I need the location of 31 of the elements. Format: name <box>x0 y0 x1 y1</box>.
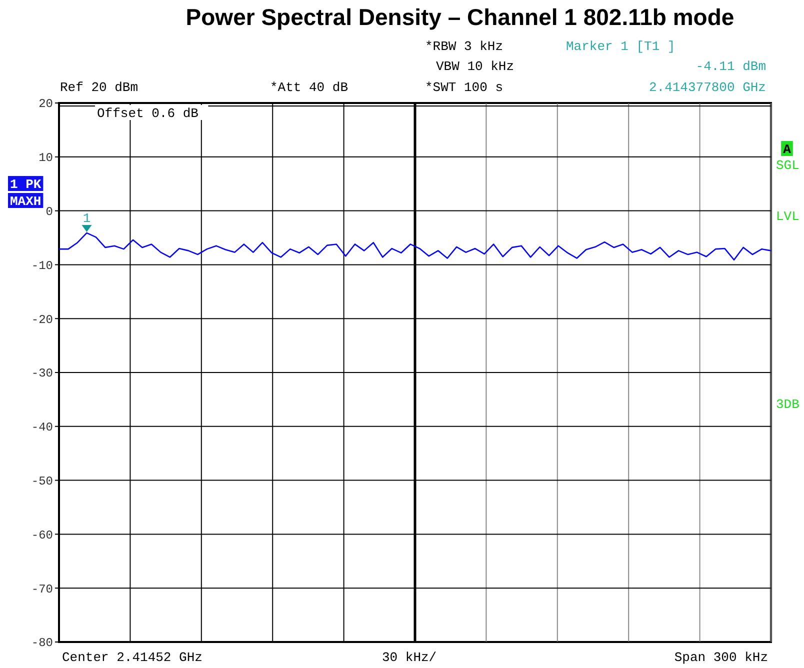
text: 30 kHz/ <box>382 650 437 665</box>
y-tick-label: 10 <box>38 151 53 166</box>
text: LVL <box>776 209 800 224</box>
text: Marker 1 [T1 ] <box>566 39 676 54</box>
y-tick-label: -10 <box>31 258 53 273</box>
text: SGL <box>776 158 800 173</box>
y-tick-label: -60 <box>31 528 53 542</box>
y-tick-label: 20 <box>38 97 53 112</box>
text: Ref 20 dBm <box>60 80 138 95</box>
text: -4.11 dBm <box>696 59 766 74</box>
text: Span 300 kHz <box>674 650 768 665</box>
text: VBW 10 kHz <box>436 59 514 74</box>
annotation: Offset 0.6 dB <box>97 106 199 121</box>
y-tick-label: -30 <box>31 366 53 381</box>
annotation: 1 <box>82 210 91 226</box>
y-tick-label: -40 <box>31 420 53 435</box>
text: *RBW 3 kHz <box>425 39 504 54</box>
y-tick-label: -70 <box>31 582 53 596</box>
text: MAXH <box>10 194 42 209</box>
text: 2.414377800 GHz <box>648 80 766 95</box>
text: 1 PK <box>10 177 42 192</box>
y-tick-label: 0 <box>46 205 53 219</box>
text: Center 2.41452 GHz <box>62 650 202 665</box>
text: *Att 40 dB <box>270 80 348 95</box>
chart-title: Power Spectral Density – Channel 1 802.11b mode <box>186 4 734 30</box>
y-tick-label: -20 <box>31 312 53 327</box>
text: A <box>783 142 792 157</box>
y-tick-label: -50 <box>31 474 53 488</box>
text: 3DB <box>776 397 800 412</box>
y-tick-label: -80 <box>31 636 53 650</box>
text: *SWT 100 s <box>425 80 504 95</box>
